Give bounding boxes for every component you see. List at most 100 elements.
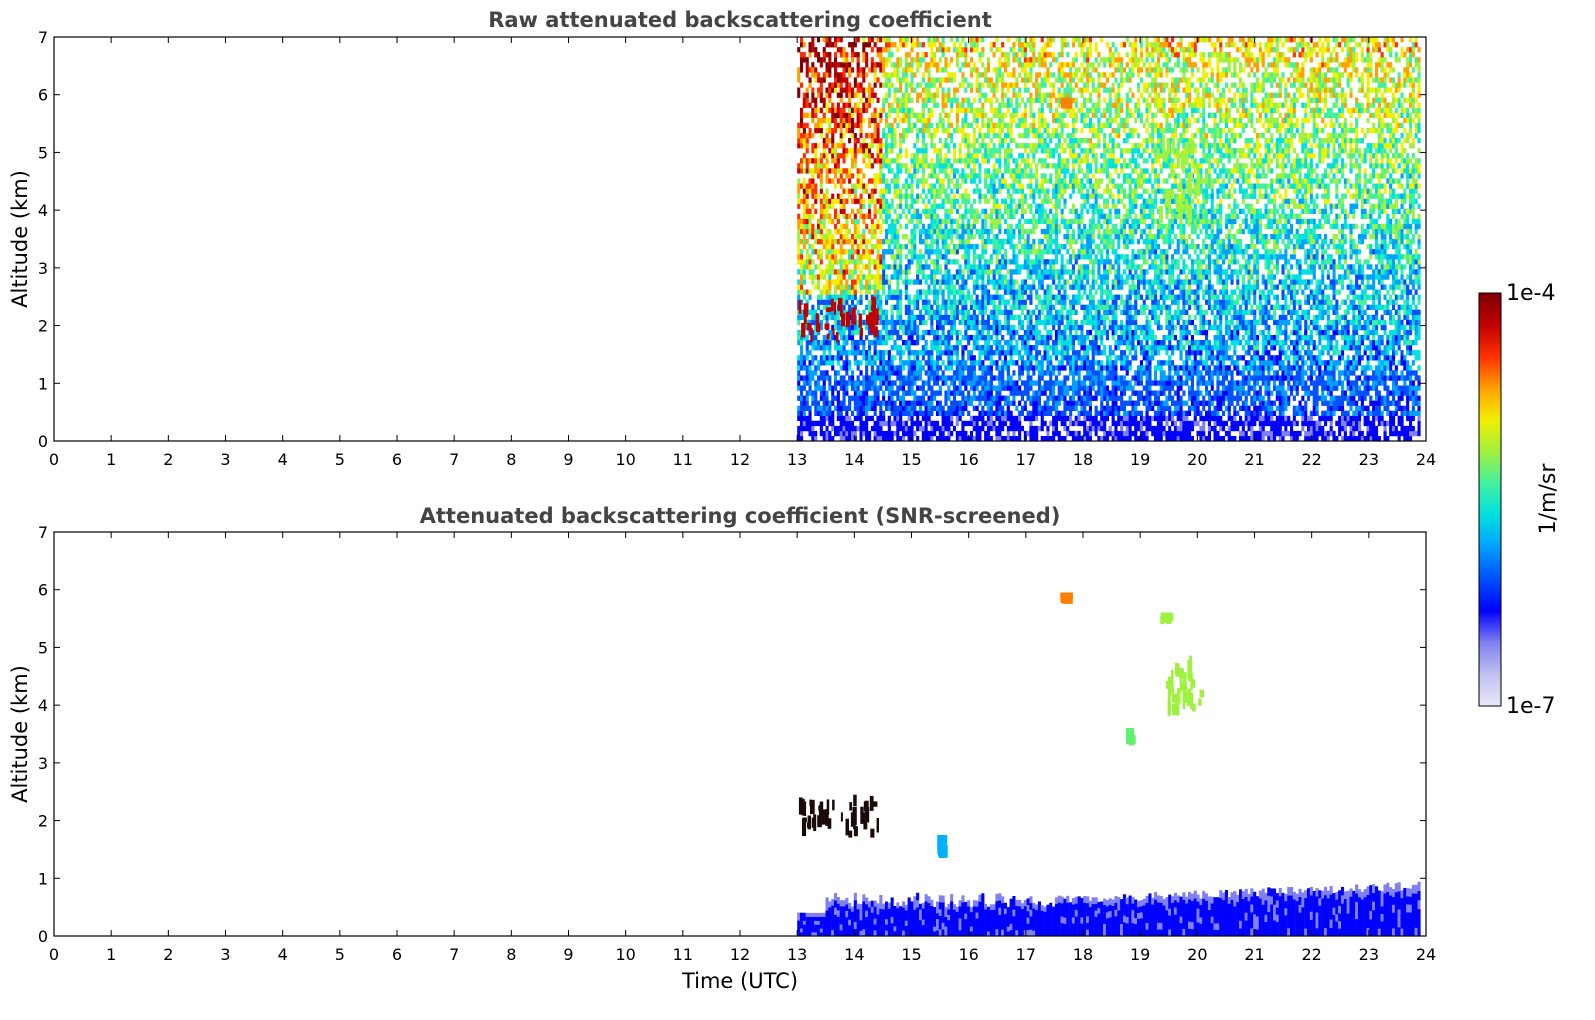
- heatmap-cell: [887, 188, 891, 194]
- heatmap-cell: [1003, 410, 1007, 416]
- heatmap-cell: [969, 47, 973, 53]
- heatmap-cell: [938, 47, 942, 53]
- heatmap-cell: [904, 430, 908, 437]
- heatmap-cell: [1006, 289, 1010, 295]
- heatmap-cell: [1003, 218, 1007, 225]
- heatmap-cell: [873, 340, 877, 346]
- heatmap-cell: [825, 203, 829, 209]
- heatmap-cell: [1046, 143, 1050, 149]
- heatmap-cell: [817, 405, 821, 411]
- heatmap-cell: [899, 425, 903, 432]
- heatmap-cell: [882, 410, 886, 416]
- heatmap-cell: [972, 254, 976, 260]
- heatmap-cell: [958, 42, 962, 48]
- heatmap-cell: [851, 218, 855, 225]
- heatmap-cell: [1003, 436, 1007, 442]
- heatmap-cell: [1046, 269, 1050, 275]
- heatmap-cell: [995, 345, 999, 351]
- heatmap-cell: [805, 239, 809, 245]
- heatmap-cell: [902, 319, 906, 326]
- heatmap-cell: [899, 420, 903, 427]
- heatmap-cell: [817, 173, 821, 179]
- heatmap-cell: [907, 107, 911, 113]
- heatmap-cell: [921, 335, 925, 341]
- heatmap-cell: [1057, 274, 1061, 280]
- heatmap-cell: [893, 208, 897, 214]
- heatmap-cell: [919, 127, 923, 134]
- heatmap-cell: [927, 234, 931, 240]
- heatmap-cell: [919, 269, 923, 275]
- heatmap-cell: [1012, 67, 1016, 73]
- heatmap-cell: [950, 122, 954, 129]
- heatmap-cell: [876, 420, 880, 427]
- heatmap-cell: [1020, 188, 1024, 194]
- heatmap-cell: [952, 400, 956, 406]
- heatmap-cell: [919, 370, 923, 376]
- heatmap-cell: [1043, 249, 1047, 255]
- heatmap-cell: [1018, 72, 1022, 78]
- heatmap-cell: [964, 259, 968, 265]
- heatmap-cell: [842, 436, 846, 442]
- heatmap-cell: [921, 52, 925, 58]
- heatmap-cell: [1052, 264, 1056, 270]
- heatmap-cell: [873, 127, 877, 134]
- heatmap-cell: [893, 87, 897, 93]
- heatmap-cell: [851, 395, 855, 401]
- heatmap-cell: [817, 274, 821, 280]
- heatmap-cell: [865, 62, 869, 68]
- heatmap-cell: [958, 47, 962, 53]
- heatmap-cell: [950, 360, 954, 366]
- heatmap-cell: [879, 299, 883, 305]
- heatmap-cell: [811, 188, 815, 194]
- heatmap-cell: [859, 360, 863, 366]
- heatmap-cell: [958, 183, 962, 189]
- heatmap-cell: [907, 259, 911, 265]
- heatmap-cell: [845, 436, 849, 442]
- heatmap-cell: [950, 37, 954, 43]
- heatmap-cell: [1026, 350, 1030, 356]
- heatmap-cell: [1043, 390, 1047, 396]
- heatmap-cell: [1035, 360, 1039, 366]
- heatmap-cell: [819, 82, 823, 88]
- heatmap-cell: [947, 208, 951, 214]
- heatmap-cell: [1020, 42, 1024, 48]
- heatmap-cell: [916, 269, 920, 275]
- heatmap-cell: [885, 158, 889, 164]
- heatmap-cell: [992, 279, 996, 285]
- heatmap-cell: [870, 193, 874, 199]
- heatmap-cell: [893, 405, 897, 411]
- heatmap-cell: [992, 127, 996, 134]
- heatmap-cell: [955, 360, 959, 366]
- heatmap-cell: [828, 52, 832, 58]
- heatmap-cell: [873, 203, 877, 209]
- heatmap-cell: [1049, 335, 1053, 341]
- heatmap-cell: [969, 350, 973, 356]
- heatmap-cell: [896, 168, 900, 174]
- heatmap-cell: [964, 223, 968, 230]
- heatmap-cell: [984, 244, 988, 250]
- heatmap-cell: [811, 228, 815, 235]
- heatmap-cell: [1035, 400, 1039, 406]
- heatmap-cell: [817, 249, 821, 255]
- heatmap-cell: [839, 345, 843, 351]
- heatmap-cell: [924, 294, 928, 300]
- heatmap-cell: [862, 425, 866, 432]
- heatmap-cell: [910, 37, 914, 43]
- heatmap-cell: [1026, 360, 1030, 366]
- heatmap-cell: [958, 360, 962, 366]
- heatmap-cell: [950, 138, 954, 144]
- heatmap-cell: [811, 375, 815, 381]
- heatmap-cell: [972, 345, 976, 351]
- heatmap-cell: [819, 228, 823, 235]
- heatmap-cell: [1040, 57, 1044, 63]
- heatmap-cell: [1023, 47, 1027, 53]
- heatmap-cell: [896, 47, 900, 53]
- heatmap-cell: [817, 380, 821, 386]
- heatmap-cell: [986, 127, 990, 134]
- heatmap-cell: [836, 345, 840, 351]
- heatmap-cell: [800, 117, 804, 124]
- heatmap-cell: [998, 324, 1002, 331]
- heatmap-cell: [1054, 208, 1058, 214]
- heatmap-cell: [805, 218, 809, 225]
- heatmap-cell: [902, 395, 906, 401]
